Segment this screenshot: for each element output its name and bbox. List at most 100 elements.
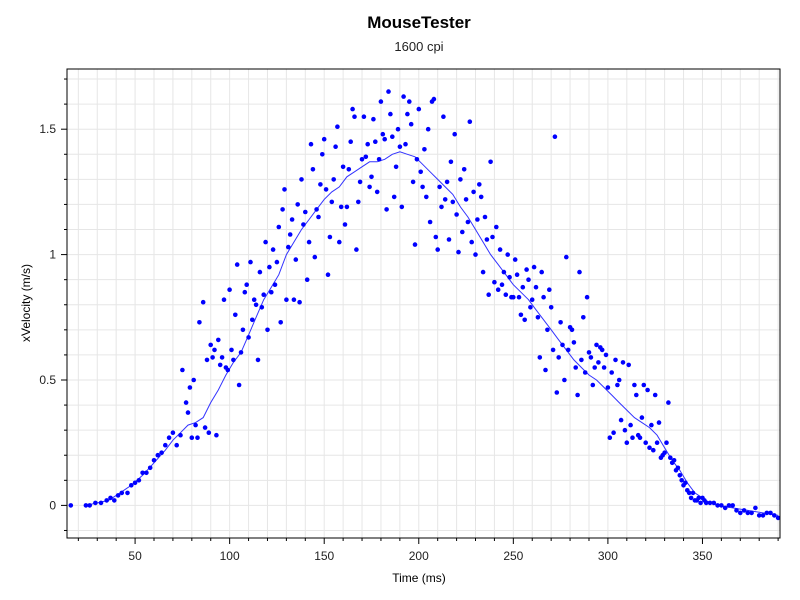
- data-point: [632, 382, 637, 388]
- data-point: [129, 483, 134, 488]
- data-point: [144, 470, 149, 476]
- data-point: [543, 367, 548, 373]
- data-point: [200, 299, 206, 305]
- data-point: [386, 89, 391, 94]
- data-point: [666, 400, 671, 405]
- data-point: [304, 277, 310, 283]
- data-point: [647, 445, 652, 451]
- data-point: [248, 259, 253, 265]
- data-point: [507, 274, 512, 280]
- data-point: [408, 121, 414, 127]
- data-point: [257, 269, 263, 275]
- data-point: [191, 377, 196, 383]
- data-point: [280, 207, 285, 212]
- data-point: [503, 292, 509, 298]
- data-point: [511, 294, 516, 300]
- data-point: [677, 473, 683, 478]
- data-point: [652, 392, 658, 398]
- data-point: [185, 410, 191, 415]
- data-point: [340, 164, 346, 170]
- data-point: [501, 269, 507, 275]
- y-axis-label: xVelocity (m/s): [19, 264, 33, 342]
- data-point: [170, 430, 176, 436]
- data-point: [206, 430, 212, 436]
- data-point: [461, 167, 467, 172]
- data-point: [229, 347, 234, 353]
- data-point: [539, 269, 544, 275]
- data-point: [276, 224, 282, 230]
- data-point: [98, 500, 104, 506]
- data-point: [272, 282, 278, 288]
- data-point: [768, 510, 773, 516]
- data-point: [628, 422, 633, 428]
- data-point: [221, 297, 227, 303]
- data-point: [499, 282, 505, 288]
- data-point: [348, 139, 354, 144]
- data-point: [460, 229, 465, 235]
- data-point: [299, 177, 304, 182]
- data-point: [163, 442, 168, 448]
- data-point: [255, 357, 261, 363]
- data-point: [242, 289, 248, 295]
- data-point: [764, 510, 770, 516]
- data-point: [251, 297, 257, 303]
- data-point: [749, 510, 754, 516]
- data-point: [592, 365, 597, 370]
- data-point: [463, 197, 469, 202]
- data-point: [306, 239, 312, 245]
- data-point: [497, 247, 503, 252]
- data-point: [193, 422, 198, 428]
- data-point: [707, 500, 713, 506]
- data-point: [250, 317, 255, 323]
- data-point: [68, 503, 74, 508]
- data-point: [212, 347, 217, 353]
- data-point: [675, 465, 681, 471]
- data-point: [745, 510, 751, 516]
- data-point: [726, 503, 732, 508]
- data-point: [420, 184, 425, 190]
- data-point: [690, 490, 696, 496]
- data-point: [505, 252, 511, 257]
- data-point: [550, 347, 556, 353]
- data-point: [760, 513, 766, 518]
- data-point: [388, 111, 393, 117]
- data-point: [297, 299, 302, 305]
- data-point: [641, 382, 647, 388]
- data-point: [775, 515, 781, 521]
- data-point: [730, 503, 735, 508]
- data-point: [287, 232, 293, 237]
- data-point: [329, 199, 335, 205]
- data-point: [231, 357, 236, 363]
- data-point: [688, 495, 694, 501]
- data-point: [548, 305, 554, 310]
- data-point: [327, 234, 333, 240]
- x-tick-label: 250: [503, 549, 523, 563]
- data-point: [575, 392, 580, 398]
- data-point: [518, 312, 524, 318]
- data-point: [753, 505, 758, 511]
- data-point: [202, 425, 208, 430]
- data-point: [437, 184, 442, 190]
- data-point: [312, 254, 318, 260]
- data-point: [286, 244, 291, 250]
- data-point: [422, 147, 427, 152]
- data-point: [393, 164, 399, 170]
- data-point: [217, 362, 223, 368]
- data-point: [395, 126, 401, 132]
- data-point: [274, 259, 280, 265]
- data-point: [756, 513, 762, 518]
- data-point: [125, 490, 130, 496]
- data-point: [342, 222, 348, 227]
- data-point: [582, 370, 588, 375]
- data-point: [397, 144, 403, 149]
- data-point: [236, 382, 242, 388]
- data-point: [265, 327, 270, 333]
- data-point: [216, 337, 221, 343]
- x-tick-label: 100: [220, 549, 240, 563]
- data-point: [467, 119, 473, 124]
- data-point: [416, 106, 422, 112]
- data-point: [456, 249, 461, 255]
- data-point: [569, 327, 575, 333]
- data-point: [577, 269, 582, 275]
- data-point: [318, 182, 323, 187]
